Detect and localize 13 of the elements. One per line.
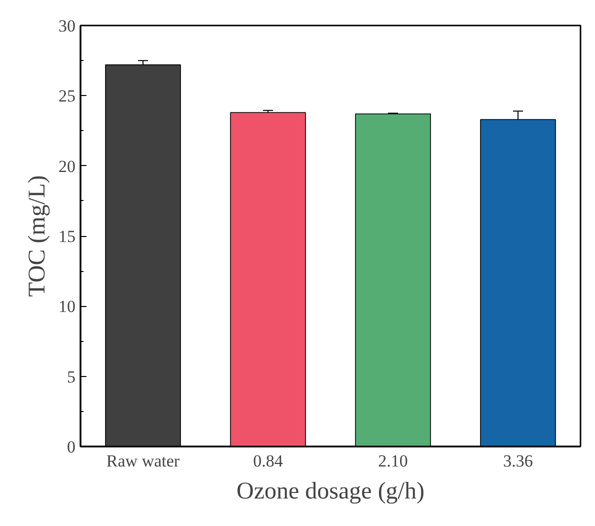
y-tick-label: 30 [58, 16, 76, 36]
y-tick-label: 20 [58, 156, 76, 176]
x-tick-label: Raw water [106, 452, 180, 470]
y-tick-label: 0 [67, 438, 76, 456]
y-tick-label: 10 [58, 297, 76, 316]
x-tick-label: 2.10 [378, 452, 408, 470]
x-axis-title: Ozone dosage (g/h) [236, 478, 424, 504]
y-tick-label: 5 [67, 367, 76, 386]
y-tick-label: 15 [58, 227, 76, 246]
y-axis-title: TOC (mg/L) [24, 175, 50, 297]
y-tick-label: 25 [58, 86, 76, 106]
x-tick-label: 0.84 [253, 452, 284, 470]
x-tick-label: 3.36 [503, 452, 533, 470]
